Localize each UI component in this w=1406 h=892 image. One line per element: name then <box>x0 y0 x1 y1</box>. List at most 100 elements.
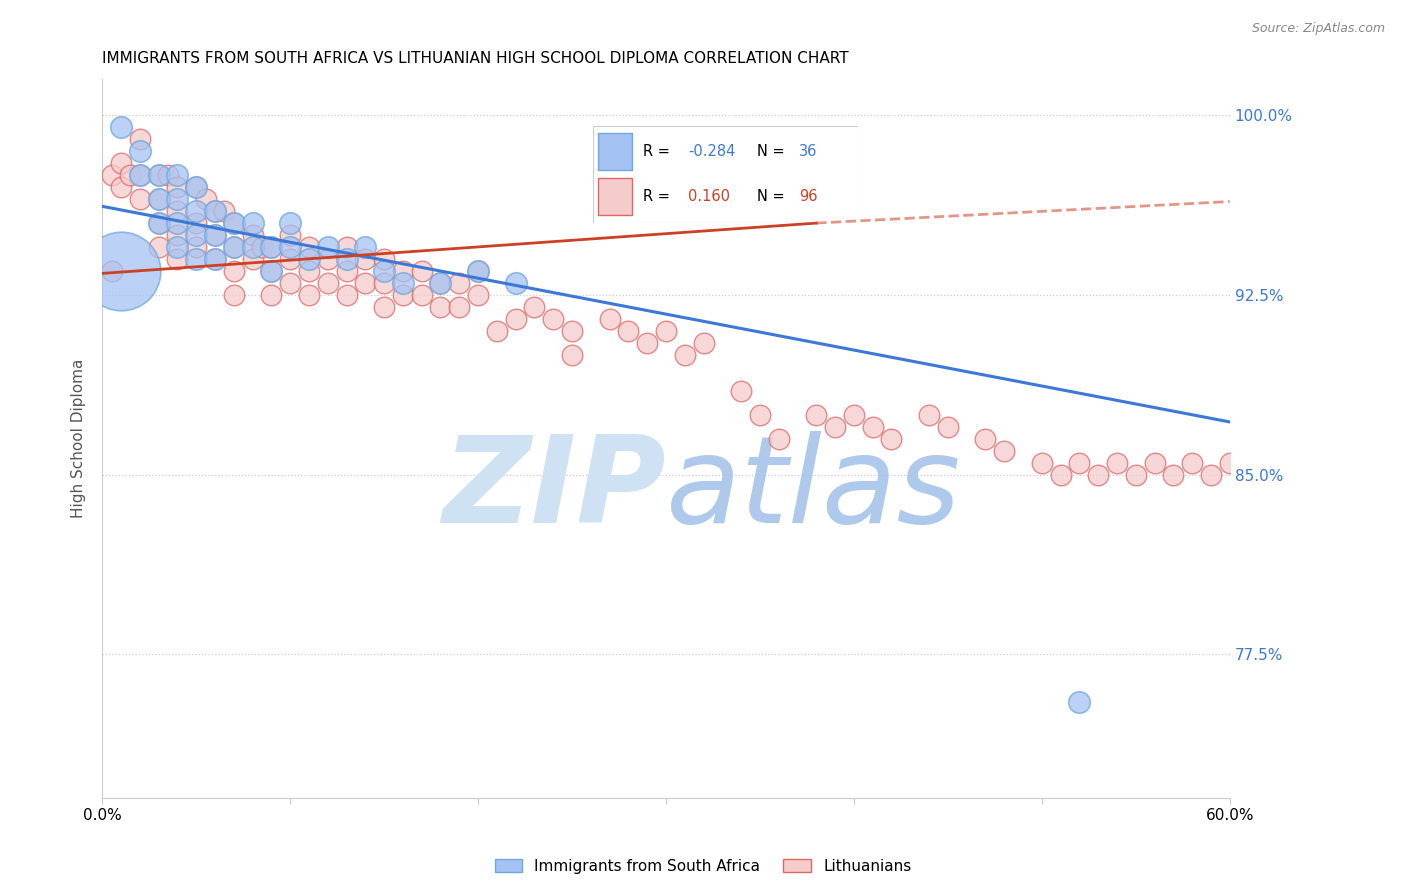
Point <box>298 264 321 278</box>
Point <box>768 432 790 446</box>
Point <box>186 216 208 230</box>
Point <box>100 264 122 278</box>
Point <box>194 192 217 206</box>
Point <box>316 252 339 266</box>
Point <box>166 252 188 266</box>
Point <box>373 264 395 278</box>
Point <box>148 168 170 182</box>
Point <box>214 204 236 219</box>
Point <box>1219 456 1241 470</box>
Point <box>222 288 245 302</box>
Point <box>1143 456 1166 470</box>
Point <box>354 252 377 266</box>
Point <box>599 312 621 326</box>
Point <box>1181 456 1204 470</box>
Point <box>392 288 415 302</box>
Point <box>186 240 208 254</box>
Point <box>148 216 170 230</box>
Point <box>148 168 170 182</box>
Point <box>523 300 546 314</box>
Point <box>242 216 264 230</box>
Point <box>128 145 150 159</box>
Point <box>429 276 451 290</box>
Point <box>636 335 658 350</box>
Point <box>222 240 245 254</box>
Point <box>335 288 357 302</box>
Text: atlas: atlas <box>666 431 962 548</box>
Point <box>505 276 527 290</box>
Point <box>617 324 640 338</box>
Point <box>316 276 339 290</box>
Point <box>148 240 170 254</box>
Point <box>120 168 142 182</box>
Point <box>278 252 301 266</box>
Point <box>373 276 395 290</box>
Point <box>166 204 188 219</box>
Point <box>373 300 395 314</box>
Point <box>298 240 321 254</box>
Point <box>655 324 678 338</box>
Point <box>278 216 301 230</box>
Point <box>411 264 433 278</box>
Point <box>354 276 377 290</box>
Point <box>392 264 415 278</box>
Point <box>1069 456 1091 470</box>
Point <box>260 264 283 278</box>
Point <box>242 228 264 243</box>
Point <box>936 419 959 434</box>
Point <box>166 228 188 243</box>
Point <box>166 180 188 194</box>
Point <box>128 168 150 182</box>
Point <box>505 312 527 326</box>
Y-axis label: High School Diploma: High School Diploma <box>72 359 86 518</box>
Point <box>918 408 941 422</box>
Point <box>204 204 226 219</box>
Point <box>186 228 208 243</box>
Point <box>148 216 170 230</box>
Point <box>242 252 264 266</box>
Point <box>278 240 301 254</box>
Point <box>110 264 132 278</box>
Point <box>128 132 150 146</box>
Point <box>449 300 471 314</box>
Point <box>278 276 301 290</box>
Point <box>1049 467 1071 482</box>
Point <box>842 408 865 422</box>
Point <box>156 168 179 182</box>
Point <box>166 240 188 254</box>
Point <box>204 252 226 266</box>
Point <box>204 228 226 243</box>
Point <box>110 156 132 170</box>
Legend: Immigrants from South Africa, Lithuanians: Immigrants from South Africa, Lithuanian… <box>488 853 918 880</box>
Point <box>110 120 132 135</box>
Point <box>250 240 273 254</box>
Point <box>880 432 903 446</box>
Point <box>1163 467 1185 482</box>
Point <box>449 276 471 290</box>
Point <box>222 264 245 278</box>
Point <box>692 335 714 350</box>
Point <box>204 228 226 243</box>
Point <box>204 204 226 219</box>
Point <box>186 180 208 194</box>
Point <box>392 276 415 290</box>
Point <box>316 240 339 254</box>
Point <box>467 264 489 278</box>
Point <box>148 192 170 206</box>
Point <box>373 252 395 266</box>
Point <box>411 288 433 302</box>
Point <box>561 348 583 362</box>
Point <box>186 252 208 266</box>
Point <box>335 252 357 266</box>
Point <box>974 432 997 446</box>
Point <box>242 240 264 254</box>
Point <box>222 240 245 254</box>
Point <box>260 240 283 254</box>
Point <box>1125 467 1147 482</box>
Point <box>260 264 283 278</box>
Point <box>1199 467 1222 482</box>
Point <box>429 300 451 314</box>
Text: IMMIGRANTS FROM SOUTH AFRICA VS LITHUANIAN HIGH SCHOOL DIPLOMA CORRELATION CHART: IMMIGRANTS FROM SOUTH AFRICA VS LITHUANI… <box>103 51 849 66</box>
Text: Source: ZipAtlas.com: Source: ZipAtlas.com <box>1251 22 1385 36</box>
Point <box>1069 695 1091 709</box>
